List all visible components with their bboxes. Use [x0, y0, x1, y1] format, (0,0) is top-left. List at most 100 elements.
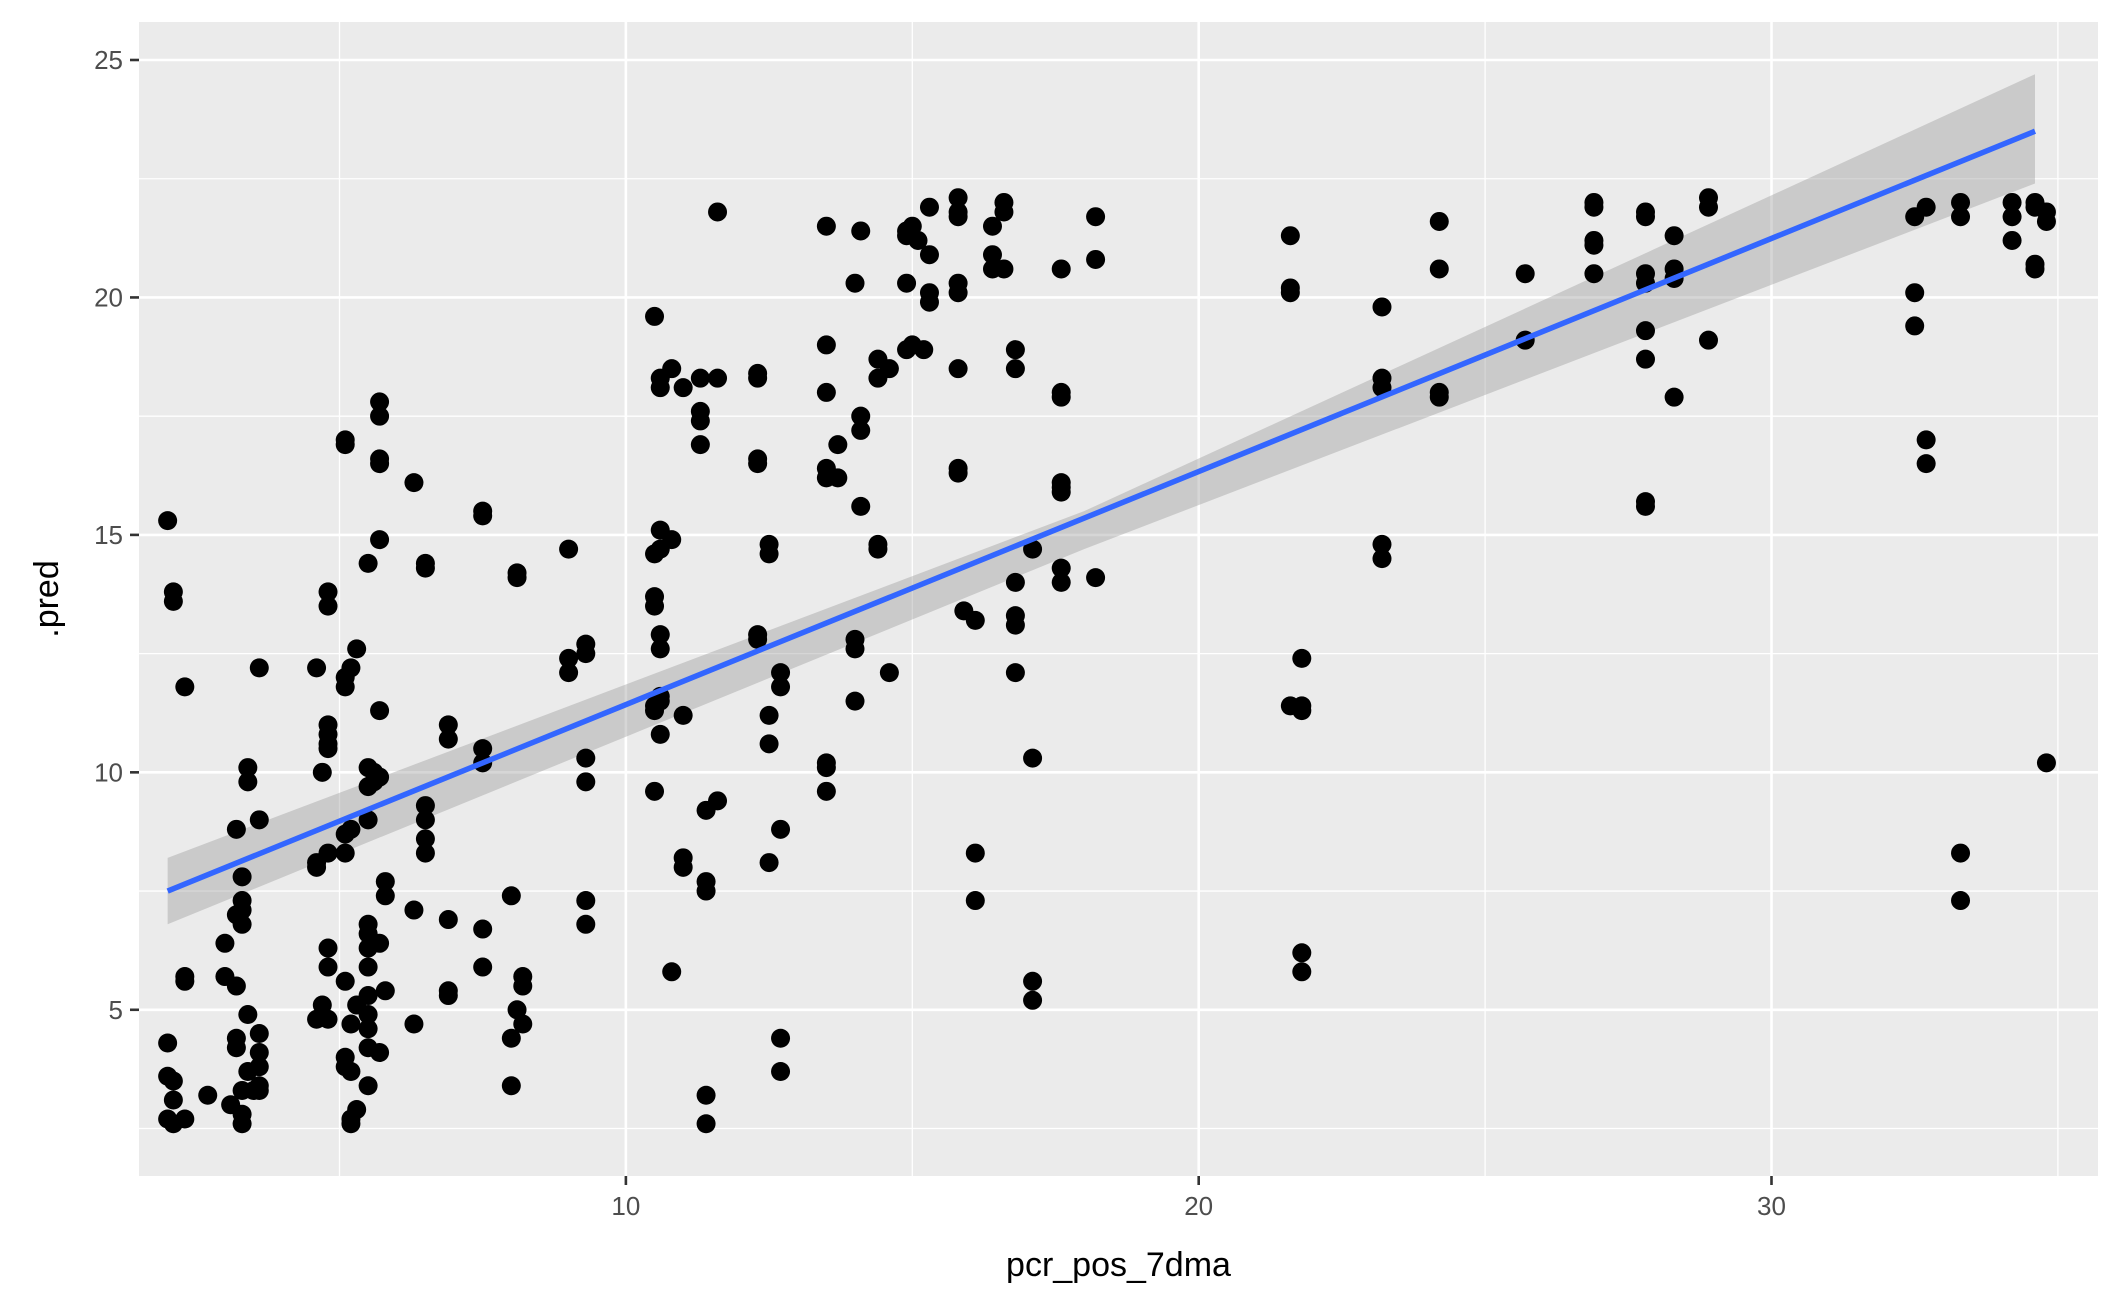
- data-point: [919, 245, 939, 265]
- data-point: [645, 306, 665, 326]
- data-point: [1515, 264, 1535, 284]
- data-point: [1635, 496, 1655, 516]
- data-point: [232, 867, 252, 887]
- confidence-band: [167, 74, 2035, 925]
- data-point: [771, 819, 791, 839]
- data-point: [759, 544, 779, 564]
- data-point: [690, 435, 710, 455]
- data-point: [163, 591, 183, 611]
- data-point: [1584, 197, 1604, 217]
- data-point: [318, 843, 338, 863]
- data-point: [748, 454, 768, 474]
- data-point: [1951, 891, 1971, 911]
- data-point: [816, 758, 836, 778]
- data-point: [1584, 264, 1604, 284]
- data-point: [879, 663, 899, 683]
- data-point: [238, 772, 258, 792]
- data-point: [358, 1005, 378, 1025]
- data-point: [318, 739, 338, 759]
- data-point: [358, 957, 378, 977]
- y-tick-label: 20: [94, 282, 123, 312]
- data-point: [312, 762, 332, 782]
- data-point: [1292, 701, 1312, 721]
- data-point: [645, 596, 665, 616]
- data-point: [415, 558, 435, 578]
- y-tick-label: 10: [94, 757, 123, 787]
- data-point: [1664, 387, 1684, 407]
- data-point: [771, 1028, 791, 1048]
- data-point: [576, 772, 596, 792]
- data-point: [249, 1057, 269, 1077]
- data-point: [816, 382, 836, 402]
- data-point: [690, 368, 710, 388]
- data-point: [851, 221, 871, 241]
- data-point: [1051, 572, 1071, 592]
- data-point: [1635, 321, 1655, 341]
- data-point: [1005, 615, 1025, 635]
- data-point: [1292, 943, 1312, 963]
- data-point: [650, 691, 670, 711]
- data-point: [1051, 558, 1071, 578]
- data-point: [232, 914, 252, 934]
- data-point: [576, 748, 596, 768]
- data-point: [375, 981, 395, 1001]
- data-point: [1292, 962, 1312, 982]
- data-point: [341, 658, 361, 678]
- data-points: [158, 188, 2056, 1134]
- data-point: [1372, 549, 1392, 569]
- data-point: [948, 463, 968, 483]
- data-point: [816, 781, 836, 801]
- data-point: [948, 207, 968, 227]
- data-point: [473, 739, 493, 759]
- data-point: [965, 843, 985, 863]
- data-point: [965, 610, 985, 630]
- data-point: [662, 530, 682, 550]
- data-point: [370, 454, 390, 474]
- data-point: [249, 1081, 269, 1101]
- data-point: [2002, 230, 2022, 250]
- data-point: [650, 378, 670, 398]
- data-point: [1664, 226, 1684, 246]
- data-point: [897, 273, 917, 293]
- data-point: [249, 810, 269, 830]
- data-point: [851, 406, 871, 426]
- data-point: [358, 1076, 378, 1096]
- data-point: [1023, 748, 1043, 768]
- data-point: [1051, 482, 1071, 502]
- data-point: [845, 273, 865, 293]
- data-point: [198, 1085, 218, 1105]
- data-point: [576, 644, 596, 664]
- data-point: [576, 891, 596, 911]
- data-point: [318, 1009, 338, 1029]
- data-point: [438, 986, 458, 1006]
- data-point: [249, 658, 269, 678]
- y-tick-label: 5: [109, 995, 123, 1025]
- data-point: [2002, 207, 2022, 227]
- data-point: [948, 188, 968, 208]
- data-point: [404, 1014, 424, 1034]
- data-point: [158, 1033, 178, 1053]
- data-point: [1280, 226, 1300, 246]
- data-point: [673, 857, 693, 877]
- data-point: [370, 767, 390, 787]
- data-point: [1005, 359, 1025, 379]
- data-point: [438, 715, 458, 735]
- data-point: [249, 1043, 269, 1063]
- data-point: [1051, 259, 1071, 279]
- y-axis-title: .pred: [28, 560, 66, 638]
- data-point: [708, 791, 728, 811]
- data-point: [828, 468, 848, 488]
- data-point: [507, 1000, 527, 1020]
- data-point: [438, 729, 458, 749]
- data-point: [919, 292, 939, 312]
- data-point: [415, 829, 435, 849]
- data-point: [404, 473, 424, 493]
- data-point: [1905, 316, 1925, 336]
- data-point: [215, 933, 235, 953]
- data-point: [473, 506, 493, 526]
- data-point: [335, 843, 355, 863]
- data-point: [1372, 534, 1392, 554]
- data-point: [828, 435, 848, 455]
- data-point: [318, 938, 338, 958]
- data-point: [1916, 430, 1936, 450]
